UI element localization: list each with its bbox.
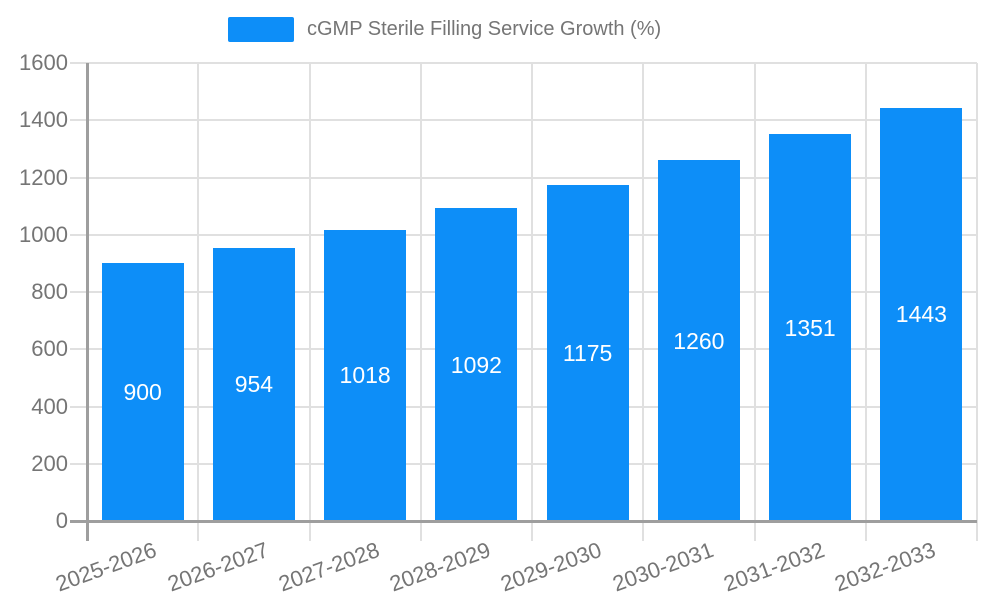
bar-value-label: 1443 bbox=[895, 301, 947, 328]
chart-legend[interactable]: cGMP Sterile Filling Service Growth (%) bbox=[228, 17, 661, 42]
y-gridline bbox=[70, 462, 977, 465]
bar[interactable]: 954 bbox=[212, 247, 295, 521]
y-axis-tick-label: 1000 bbox=[19, 221, 68, 247]
y-axis-tick-label: 400 bbox=[31, 393, 68, 419]
bar-value-label: 900 bbox=[123, 379, 162, 406]
x-gridline bbox=[642, 63, 645, 541]
y-gridline bbox=[70, 291, 977, 293]
x-axis-tick-label: 2029-2030 bbox=[497, 537, 606, 597]
y-axis-tick-label: 1400 bbox=[19, 107, 68, 133]
y-axis-tick-label: 800 bbox=[31, 279, 68, 304]
y-axis-tick-label: 600 bbox=[31, 336, 68, 362]
y-gridline bbox=[70, 405, 977, 408]
bar[interactable]: 1260 bbox=[657, 160, 740, 521]
legend-swatch-icon[interactable] bbox=[228, 17, 294, 42]
y-axis-tick-label: 0 bbox=[55, 508, 68, 533]
y-axis-tick-label: 200 bbox=[31, 450, 68, 476]
x-gridline bbox=[753, 63, 756, 541]
x-gridline bbox=[531, 63, 533, 541]
x-axis-tick-label: 2026-2027 bbox=[164, 537, 272, 597]
x-gridline bbox=[976, 63, 978, 541]
bar[interactable]: 1443 bbox=[880, 107, 963, 521]
bar-value-label: 1092 bbox=[450, 351, 502, 378]
bar[interactable]: 1175 bbox=[546, 184, 629, 521]
x-axis-line bbox=[70, 519, 977, 523]
y-gridline bbox=[70, 62, 977, 64]
x-gridline bbox=[308, 63, 311, 541]
x-gridline bbox=[864, 63, 867, 541]
x-axis-tick-label: 2027-2028 bbox=[275, 537, 383, 597]
bar[interactable]: 1092 bbox=[435, 208, 518, 521]
y-gridline bbox=[70, 233, 977, 236]
bar-value-label: 1018 bbox=[339, 362, 391, 389]
bar[interactable]: 900 bbox=[101, 263, 184, 521]
bar[interactable]: 1018 bbox=[324, 229, 407, 521]
x-axis-tick-label: 2028-2029 bbox=[386, 537, 494, 597]
x-axis-tick-label: 2025-2026 bbox=[52, 537, 161, 597]
bar[interactable]: 1351 bbox=[769, 134, 852, 521]
bar-value-label: 1351 bbox=[784, 314, 836, 341]
bar-value-label: 1260 bbox=[673, 327, 725, 354]
y-gridline bbox=[70, 176, 977, 179]
legend-label[interactable]: cGMP Sterile Filling Service Growth (%) bbox=[307, 18, 662, 40]
y-axis-tick-label: 1200 bbox=[19, 164, 68, 190]
y-axis-line bbox=[85, 63, 89, 541]
x-axis-tick-label: 2030-2031 bbox=[609, 537, 717, 597]
y-axis-tick-label: 1600 bbox=[19, 50, 68, 75]
y-gridline bbox=[70, 119, 977, 122]
x-gridline bbox=[197, 63, 200, 541]
x-axis-tick-label: 2032-2033 bbox=[831, 537, 939, 597]
x-axis-tick-label: 2031-2032 bbox=[720, 537, 828, 597]
y-gridline bbox=[70, 348, 977, 351]
bar-value-label: 1175 bbox=[562, 339, 613, 366]
bar-value-label: 954 bbox=[234, 371, 274, 398]
x-gridline bbox=[419, 63, 422, 541]
